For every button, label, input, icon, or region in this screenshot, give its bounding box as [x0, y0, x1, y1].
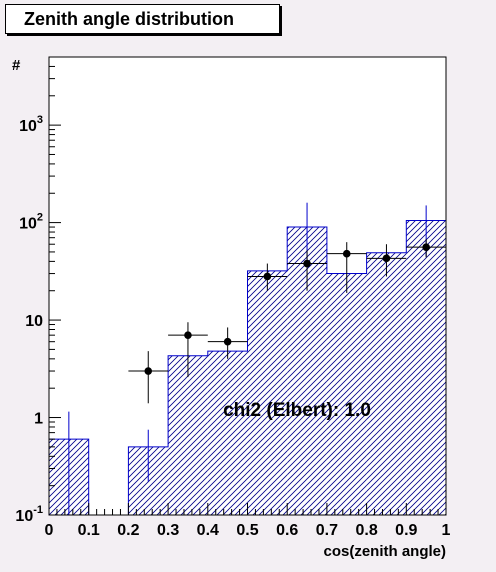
- x-tick-label: 0.7: [316, 522, 338, 539]
- y-axis-ticks: 10-1 1 10 102 103: [15, 56, 61, 525]
- histogram-bin: [326, 273, 367, 515]
- x-tick-label: 0.1: [78, 522, 100, 539]
- x-tick-label: 0.6: [276, 522, 298, 539]
- x-axis-ticks: 0 0.1 0.2 0.3 0.4 0.5 0.6 0.7 0.8 0.9 1: [45, 503, 451, 539]
- x-tick-label: 0.4: [197, 522, 219, 539]
- data-point: [263, 272, 272, 281]
- data-point: [223, 337, 232, 346]
- x-tick-label: 1: [442, 522, 451, 539]
- histogram-bin: [366, 252, 407, 516]
- x-tick-label: 0.2: [117, 522, 139, 539]
- data-point: [422, 243, 430, 251]
- y-tick-label: 103: [19, 114, 43, 135]
- x-tick-label: 0: [45, 522, 54, 539]
- data-point: [303, 259, 311, 268]
- y-tick-label: 1: [34, 411, 43, 428]
- y-axis-label: #: [12, 57, 21, 74]
- data-point: [342, 249, 351, 258]
- y-tick-label: 102: [19, 212, 43, 233]
- histogram-bin: [207, 351, 248, 515]
- y-tick-label: 10: [25, 313, 43, 330]
- histogram-bin: [168, 355, 208, 515]
- x-tick-label: 0.5: [236, 522, 258, 539]
- y-tick-label: 10-1: [15, 504, 43, 525]
- x-axis-label: cos(zenith angle): [323, 543, 446, 560]
- x-tick-label: 0.9: [395, 522, 417, 539]
- data-point: [184, 331, 192, 339]
- data-point: [382, 254, 391, 263]
- data-point: [144, 367, 153, 375]
- x-tick-label: 0.3: [157, 522, 179, 539]
- chart-title: Zenith angle distribution: [5, 4, 280, 34]
- histogram-bin: [247, 270, 288, 515]
- x-tick-label: 0.8: [355, 522, 377, 539]
- chi2-annotation: chi2 (Elbert): 1.0: [223, 400, 371, 421]
- histogram-bin: [406, 220, 446, 515]
